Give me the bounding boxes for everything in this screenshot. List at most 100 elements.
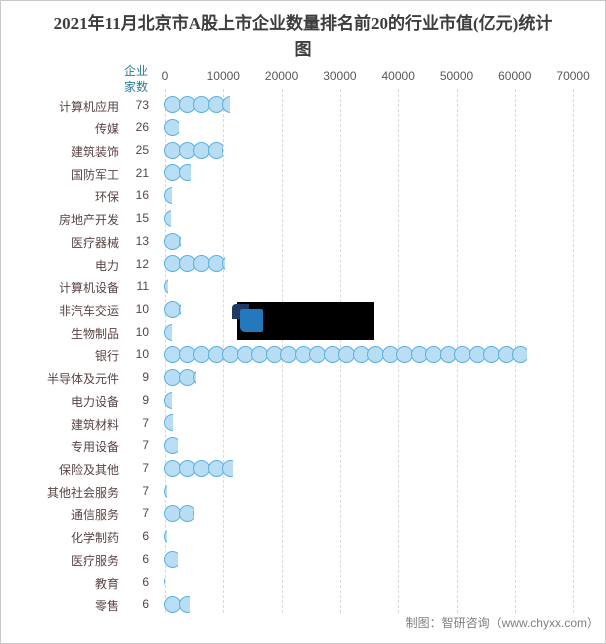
bubble-track [164, 550, 179, 568]
bubble-track [164, 278, 169, 296]
bubble [164, 391, 172, 409]
bubble-track [164, 232, 182, 250]
company-count: 7 [142, 506, 149, 521]
category-label: 其他社会服务 [46, 485, 119, 500]
category-label: 零售 [94, 599, 119, 614]
bubble [164, 414, 174, 432]
x-tick-label: 40000 [381, 69, 415, 83]
category-label: 电力设备 [70, 394, 119, 409]
company-count: 13 [135, 233, 149, 248]
company-count: 10 [135, 324, 149, 339]
bubble [164, 119, 180, 137]
company-count: 10 [135, 301, 149, 316]
bubble-track [164, 255, 225, 273]
category-label: 电力 [94, 258, 119, 273]
category-label: 教育 [94, 576, 119, 591]
company-count: 26 [135, 120, 149, 135]
bubble-track [164, 300, 182, 318]
bubble-track [164, 119, 180, 137]
bubble [178, 164, 191, 182]
bubble-track [164, 391, 172, 409]
x-tick-label: 20000 [264, 69, 299, 83]
x-tick-label: 10000 [206, 69, 240, 83]
category-label: 医疗器械 [70, 235, 119, 250]
company-count: 6 [142, 529, 149, 544]
bubble [178, 505, 194, 523]
category-label: 计算机应用 [58, 99, 119, 114]
bubble [164, 209, 171, 227]
bubble-track [164, 209, 171, 227]
category-label: 专用设备 [70, 440, 119, 455]
company-count: 6 [142, 551, 149, 566]
company-count: 6 [142, 597, 149, 612]
company-count: 16 [135, 188, 149, 203]
footer-credit: 制图：智研咨询（www.chyxx.com） [405, 616, 599, 630]
bubble [164, 573, 165, 591]
gridline [573, 89, 575, 613]
bubble [164, 187, 172, 205]
category-label: 国防军工 [70, 167, 119, 182]
category-label: 建筑材料 [70, 417, 119, 432]
bubble-track [164, 527, 167, 545]
bubble-track [164, 437, 178, 455]
watermark-logo-icon [240, 309, 263, 332]
bubble-track [164, 414, 174, 432]
category-label: 房地产开发 [58, 213, 119, 228]
company-count: 7 [142, 415, 149, 430]
x-tick-label: 0 [161, 69, 169, 83]
y-axis-header: 企业家数 [123, 64, 148, 94]
category-label: 环保 [94, 190, 119, 205]
bubble-track [164, 368, 197, 386]
bubble-track [164, 164, 191, 182]
company-count: 7 [142, 461, 149, 476]
category-label: 化学制药 [70, 531, 119, 546]
company-count: 7 [142, 438, 149, 453]
category-label: 半导体及元件 [46, 372, 119, 387]
bubble-track [164, 573, 165, 591]
bubble-track [164, 505, 194, 523]
bubble [164, 323, 172, 341]
bubble [164, 550, 179, 568]
category-label: 建筑装饰 [70, 144, 119, 159]
x-tick-label: 60000 [498, 69, 532, 83]
company-count: 15 [135, 211, 149, 226]
x-tick-label: 70000 [556, 69, 590, 83]
bubble-track [164, 346, 528, 364]
company-count: 9 [142, 370, 149, 385]
company-count: 9 [142, 392, 149, 407]
bubble-track [164, 459, 234, 477]
x-tick-label: 30000 [323, 69, 357, 83]
bubble [222, 255, 225, 273]
chart-title: 2021年11月北京市A股上市企业数量排名前20的行业市值(亿元)统计图 [53, 14, 553, 60]
company-count: 7 [142, 483, 149, 498]
company-count: 21 [135, 165, 149, 180]
bubble [164, 527, 167, 545]
category-label: 银行 [94, 349, 119, 364]
bubble [164, 482, 167, 500]
bubble-track [164, 596, 191, 614]
x-tick-label: 50000 [439, 69, 474, 83]
bubble [164, 278, 169, 296]
bubble-track [164, 187, 172, 205]
bubble-track [164, 96, 230, 114]
company-count: 11 [136, 279, 149, 294]
bubble [222, 459, 234, 477]
category-label: 保险及其他 [58, 463, 119, 478]
bubble [164, 437, 178, 455]
bubble [207, 141, 223, 159]
category-label: 非汽车交运 [58, 303, 119, 318]
category-label: 医疗服务 [70, 553, 119, 568]
company-count: 6 [142, 574, 149, 589]
category-label: 通信服务 [70, 508, 119, 523]
company-count: 10 [135, 347, 149, 362]
bubble-track [164, 323, 172, 341]
company-count: 25 [135, 142, 149, 157]
bubble [178, 596, 191, 614]
company-count: 73 [135, 97, 149, 112]
bubble-track [164, 482, 167, 500]
category-label: 传媒 [94, 122, 119, 137]
company-count: 12 [135, 256, 149, 271]
bubble [222, 96, 230, 114]
category-label: 生物制品 [70, 326, 119, 341]
